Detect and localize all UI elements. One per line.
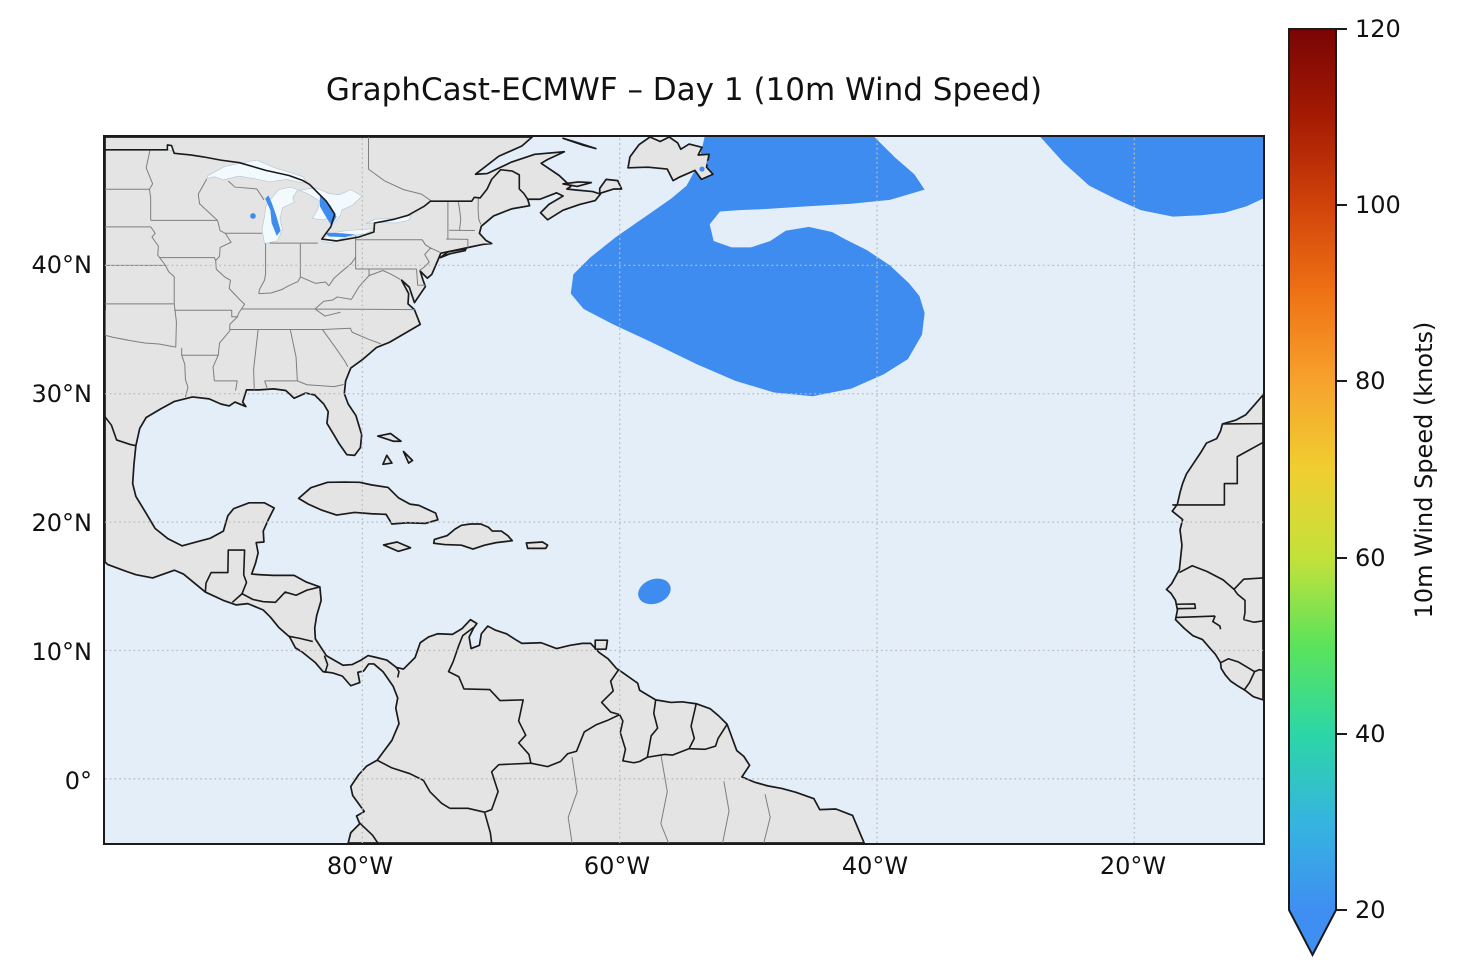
colorbar: 120 100 80 60 40 20 10m Wind Speed (knot…: [1288, 15, 1438, 958]
y-tick-30n: 30°N: [31, 380, 93, 408]
colorbar-axis-label: 10m Wind Speed (knots): [1410, 322, 1438, 619]
island-cuba: [299, 482, 438, 524]
colorbar-tick-marks: [1336, 28, 1347, 911]
country-borders: [105, 145, 1263, 843]
plot-title: GraphCast-ECMWF – Day 1 (10m Wind Speed): [325, 72, 1043, 108]
x-tick-40w: 40°W: [841, 852, 909, 880]
x-tick-60w: 60°W: [583, 852, 651, 880]
colorbar-tick-80: 80: [1355, 367, 1386, 395]
x-tick-80w: 80°W: [326, 852, 394, 880]
island-long-island: [440, 249, 466, 258]
island-hispaniola: [434, 524, 512, 549]
island-anticosti: [563, 138, 596, 148]
islands-bahamas: [378, 434, 413, 465]
landmass-africa: [1167, 395, 1263, 700]
island-jamaica: [384, 542, 411, 551]
x-tick-20w: 20°W: [1099, 852, 1167, 880]
y-tick-0: 0°: [64, 767, 92, 795]
colorbar-tick-120: 120: [1355, 15, 1401, 43]
y-tick-40n: 40°N: [31, 251, 93, 279]
colorbar-tick-20: 20: [1355, 896, 1386, 924]
island-puerto-rico: [526, 542, 547, 548]
island-trinidad: [595, 640, 607, 649]
gridlines: [105, 137, 1263, 843]
wind-speed-northeast-system: [1040, 137, 1263, 217]
landmass-americas: [105, 137, 864, 843]
y-tick-10n: 10°N: [31, 638, 93, 666]
island-prince-edward: [563, 182, 591, 186]
colorbar-tick-100: 100: [1355, 191, 1401, 219]
island-newfoundland: [628, 137, 713, 181]
map-svg: [105, 137, 1263, 843]
landmass-canada-islands: [440, 137, 713, 258]
colorbar-tick-40: 40: [1355, 720, 1386, 748]
island-cape-breton: [600, 179, 622, 193]
colorbar-tick-60: 60: [1355, 544, 1386, 572]
wind-speed-lake-patches: [250, 160, 711, 238]
wind-speed-tropical-patch: [638, 578, 671, 605]
map-axes: [103, 135, 1265, 845]
wind-speed-swirl: [570, 137, 925, 397]
colorbar-gradient-bar: [1288, 28, 1337, 958]
y-tick-20n: 20°N: [31, 509, 93, 537]
landmass-caribbean: [299, 434, 608, 650]
